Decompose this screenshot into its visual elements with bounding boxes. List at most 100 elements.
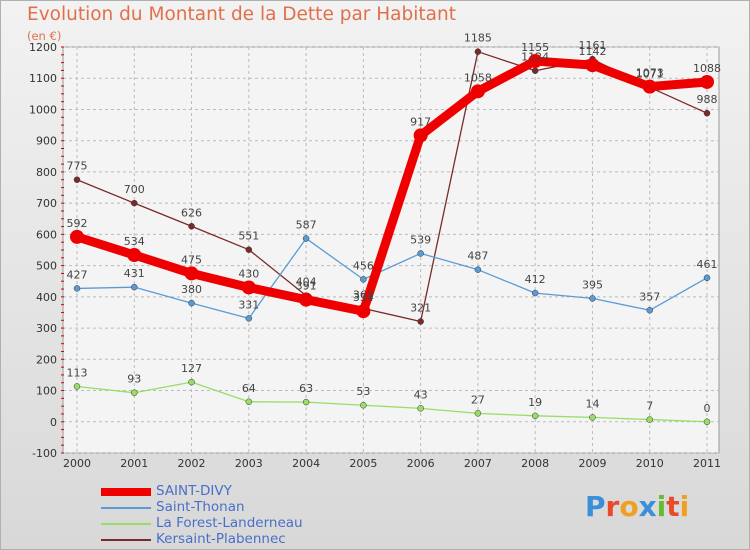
logo-letter: i — [656, 490, 667, 523]
data-label: 0 — [704, 402, 711, 415]
data-point — [531, 289, 539, 297]
data-label: 404 — [296, 276, 317, 289]
y-tick-label: 100 — [36, 385, 57, 398]
data-point — [589, 414, 596, 421]
data-point — [241, 280, 256, 295]
data-label: 456 — [353, 259, 374, 272]
data-label: 1071 — [636, 67, 664, 80]
x-tick-label: 2000 — [63, 457, 91, 470]
legend-label: La Forest-Landerneau — [156, 515, 303, 531]
x-tick-label: 2003 — [235, 457, 263, 470]
data-label: 1185 — [464, 32, 492, 45]
data-point — [589, 295, 596, 302]
x-tick-label: 2006 — [407, 457, 435, 470]
data-label: 27 — [471, 393, 485, 406]
data-point — [299, 292, 314, 307]
data-point — [245, 315, 253, 322]
data-point — [127, 247, 142, 262]
data-point — [70, 229, 84, 244]
data-point — [646, 416, 653, 423]
series-line — [72, 56, 712, 316]
data-label: 430 — [238, 267, 259, 280]
x-tick-label: 2005 — [349, 457, 377, 470]
series-line — [76, 237, 708, 320]
data-point — [73, 176, 81, 183]
logo-letter: x — [638, 490, 657, 523]
x-tick-label: 2009 — [578, 457, 606, 470]
data-label: 380 — [181, 283, 202, 296]
logo-letter: o — [619, 490, 639, 523]
logo-letter: i — [679, 490, 690, 523]
data-label: 534 — [124, 235, 145, 248]
data-label: 43 — [414, 388, 428, 401]
data-label: 988 — [697, 93, 718, 106]
data-label: 363 — [353, 288, 374, 301]
y-tick-label: 900 — [36, 135, 57, 148]
data-point — [360, 276, 367, 283]
x-tick-label: 2004 — [292, 457, 320, 470]
y-tick-label: 1000 — [29, 103, 57, 116]
data-label: 357 — [639, 290, 660, 303]
x-tick-label: 2010 — [636, 457, 664, 470]
data-label: 93 — [127, 373, 141, 386]
proxiti-logo: Proxiti — [585, 490, 689, 523]
legend-label: Kersaint-Plabennec — [156, 531, 286, 547]
chart-unit: (en €) — [27, 29, 62, 43]
data-point — [474, 266, 482, 273]
data-label: 321 — [410, 302, 431, 315]
data-label: 53 — [356, 385, 370, 398]
data-point — [703, 274, 711, 282]
data-point — [188, 299, 195, 307]
logo-letter: r — [605, 490, 620, 523]
data-point — [184, 266, 199, 281]
legend-swatch — [101, 539, 151, 541]
data-label: 539 — [410, 233, 431, 246]
y-tick-label: 500 — [36, 260, 57, 273]
data-label: 1161 — [578, 39, 606, 52]
data-label: 1058 — [464, 71, 492, 84]
x-tick-label: 2011 — [693, 457, 721, 470]
data-point — [474, 48, 482, 55]
data-label: 331 — [238, 298, 259, 311]
data-point — [417, 250, 424, 257]
data-label: 700 — [124, 183, 145, 196]
data-label: 127 — [181, 362, 202, 375]
data-point — [531, 412, 539, 420]
data-label: 587 — [296, 218, 317, 231]
data-point — [470, 84, 485, 99]
y-tick-label: 600 — [36, 228, 57, 241]
y-tick-label: 200 — [36, 353, 57, 366]
data-label: 1155 — [521, 41, 549, 54]
data-point — [531, 67, 539, 74]
data-point — [73, 285, 81, 292]
plot-area — [62, 46, 720, 454]
data-point — [131, 283, 138, 291]
x-tick-label: 2008 — [521, 457, 549, 470]
legend-swatch — [101, 488, 151, 496]
data-label: 475 — [181, 253, 202, 266]
data-label: 917 — [410, 115, 431, 128]
data-label: 592 — [67, 217, 88, 230]
y-tick-label: 700 — [36, 197, 57, 210]
data-label: 551 — [238, 230, 259, 243]
data-label: 461 — [697, 258, 718, 271]
logo-letter: t — [666, 490, 680, 523]
legend-label: SAINT-DIVY — [156, 483, 232, 499]
legend-item: Saint-Thonan — [101, 499, 401, 516]
data-point — [528, 54, 543, 69]
data-point — [302, 235, 310, 242]
data-label: 1073 — [636, 67, 664, 80]
data-point — [413, 128, 428, 143]
data-label: 775 — [67, 160, 88, 173]
data-label: 354 — [353, 291, 374, 304]
y-tick-label: 800 — [36, 166, 57, 179]
data-point — [73, 383, 81, 390]
data-label: 431 — [124, 267, 145, 280]
data-point — [360, 401, 367, 409]
data-label: 412 — [525, 273, 546, 286]
data-label: 391 — [296, 280, 317, 293]
x-tick-label: 2001 — [120, 457, 148, 470]
data-point — [642, 79, 657, 94]
